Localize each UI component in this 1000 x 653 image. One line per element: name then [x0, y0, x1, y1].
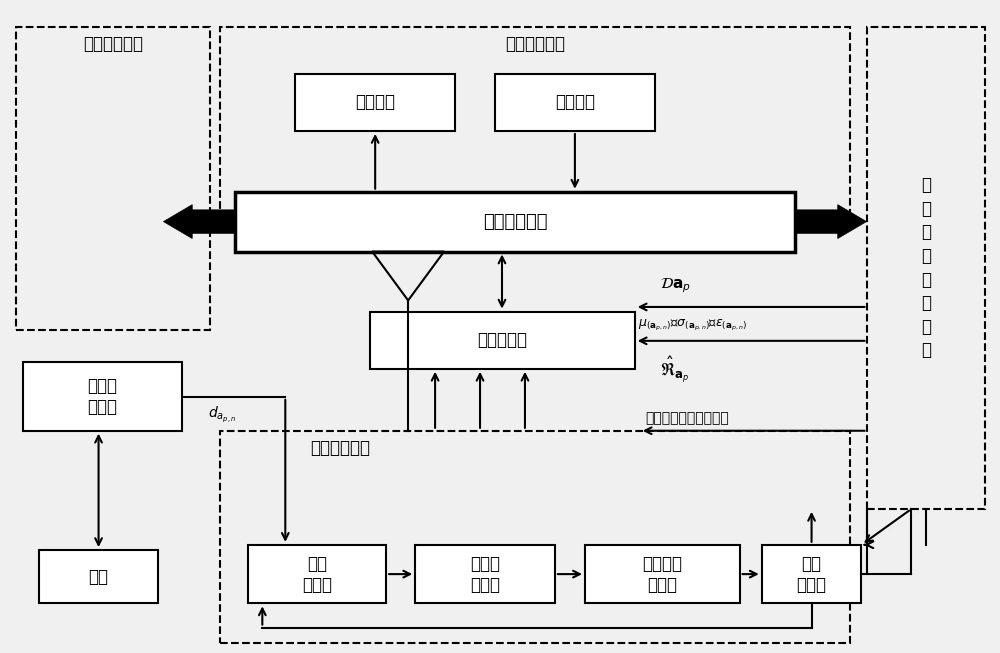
Text: 显示设备: 显示设备 [355, 93, 395, 112]
Text: $\mathcal{D}\mathbf{a}_p$: $\mathcal{D}\mathbf{a}_p$ [660, 277, 691, 295]
Text: $\mu_{(\mathbf{a}_{p,n})}$、$\sigma_{(\mathbf{a}_{p,n})}$、$\varepsilon_{(\mathbf{: $\mu_{(\mathbf{a}_{p,n})}$、$\sigma_{(\ma… [638, 318, 747, 333]
Text: 相控阵
收发器: 相控阵 收发器 [88, 377, 118, 416]
Bar [370, 311, 635, 369]
Text: 类别、外形、层数信息: 类别、外形、层数信息 [645, 411, 729, 426]
Text: 曲
线
参
数
提
取
模
块: 曲 线 参 数 提 取 模 块 [921, 176, 931, 359]
Bar [220, 27, 850, 215]
Bar [235, 191, 795, 251]
Bar [16, 27, 210, 330]
Text: 信号预
处理器: 信号预 处理器 [470, 554, 500, 594]
Text: 导波信号
处理器: 导波信号 处理器 [642, 554, 682, 594]
Polygon shape [795, 204, 866, 238]
Bar [23, 362, 182, 431]
Text: 信号处理模块: 信号处理模块 [310, 439, 370, 457]
Polygon shape [163, 204, 235, 238]
Text: $\hat{\mathfrak{R}}_{\mathbf{a}_p}$: $\hat{\mathfrak{R}}_{\mathbf{a}_p}$ [660, 354, 689, 385]
Text: 数据
采集器: 数据 采集器 [302, 554, 332, 594]
Bar [585, 545, 740, 603]
Text: 操作设备: 操作设备 [555, 93, 595, 112]
Text: $d_{a_{p,n}}$: $d_{a_{p,n}}$ [208, 405, 237, 424]
Bar [220, 431, 850, 643]
Bar [495, 74, 655, 131]
Text: 中央控制单元: 中央控制单元 [483, 213, 547, 231]
Text: 数据存储器: 数据存储器 [477, 331, 527, 349]
Text: 材质: 材质 [89, 567, 109, 586]
Text: 信号收发模块: 信号收发模块 [83, 35, 143, 54]
Text: 设备控制模块: 设备控制模块 [505, 35, 565, 54]
Bar [39, 550, 158, 603]
Bar [415, 545, 555, 603]
Bar [762, 545, 861, 603]
Bar [867, 27, 985, 509]
Text: 信号
处理器: 信号 处理器 [797, 554, 827, 594]
Bar [248, 545, 386, 603]
Bar [295, 74, 455, 131]
